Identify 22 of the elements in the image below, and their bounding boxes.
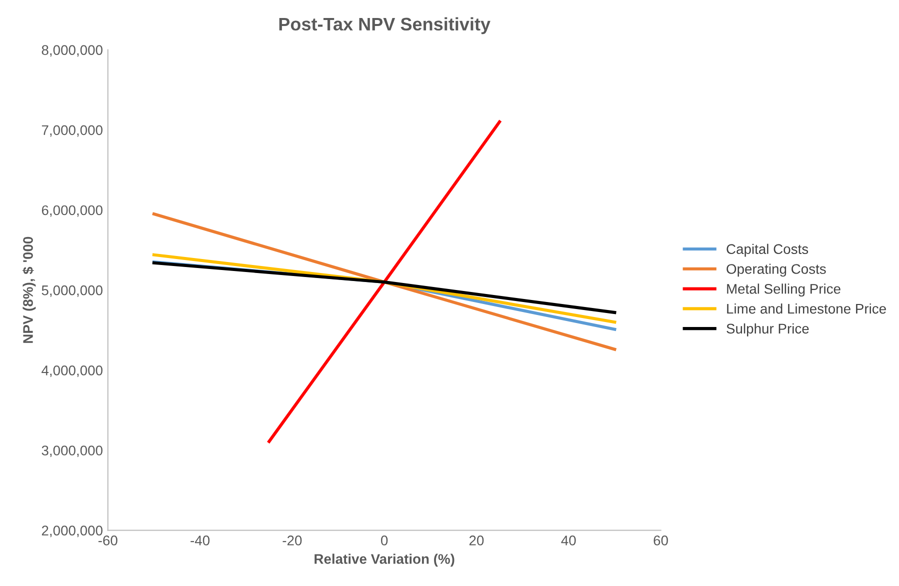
y-tick-label: 2,000,000: [42, 526, 102, 538]
y-tick-label: 8,000,000: [42, 45, 102, 57]
legend-label: Capital Costs: [726, 244, 808, 257]
y-tick-label: 3,000,000: [42, 446, 102, 458]
x-axis-title: Relative Variation (%): [314, 554, 454, 567]
legend-label: Sulphur Price: [726, 323, 809, 336]
x-tick-label: -60: [98, 536, 118, 546]
chart-title: Post-Tax NPV Sensitivity: [279, 17, 490, 34]
legend-label: Lime and Limestone Price: [727, 303, 886, 314]
x-tick-label: 0: [381, 536, 388, 546]
y-tick-label: 7,000,000: [42, 125, 102, 137]
y-tick-label: 6,000,000: [42, 205, 102, 217]
legend-label: Metal Selling Price: [727, 284, 840, 297]
x-tick-label: -40: [190, 536, 210, 546]
legend-label: Operating Costs: [726, 264, 826, 277]
x-tick-label: 60: [654, 536, 668, 546]
y-tick-label: 4,000,000: [42, 365, 102, 377]
x-tick-label: 20: [469, 536, 484, 546]
y-axis-title: NPV (8%), $ '000: [22, 236, 36, 343]
y-tick-label: 5,000,000: [42, 285, 102, 297]
x-tick-label: 40: [561, 536, 576, 546]
x-tick-label: -20: [282, 536, 302, 546]
